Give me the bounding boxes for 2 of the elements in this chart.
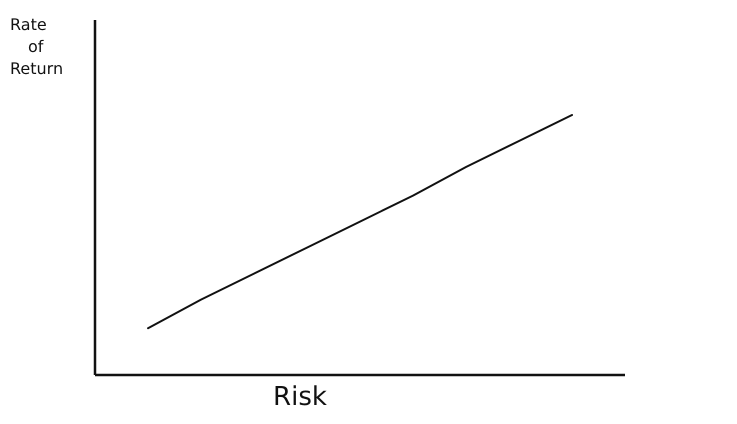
x-axis-title: Risk [273, 382, 327, 412]
y-axis-title: Rate of Return [10, 15, 64, 78]
